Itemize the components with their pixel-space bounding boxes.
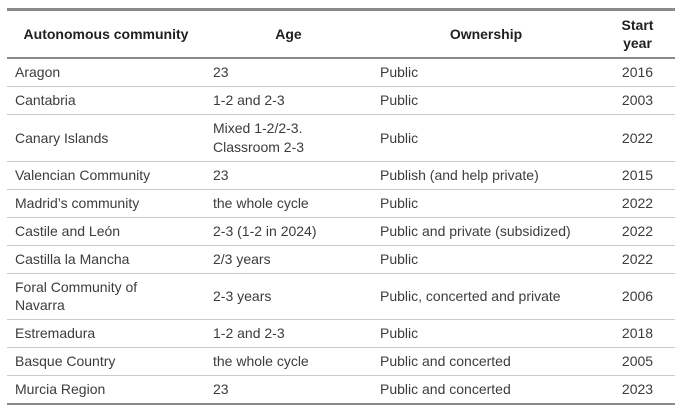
cell-ownership: Publish (and help private)	[372, 160, 600, 190]
cell-community: Aragon	[15, 64, 61, 81]
cell-start-year: 2022	[600, 114, 675, 162]
cell-community: Castile and León	[7, 216, 205, 246]
cell-community: Castilla la Mancha	[7, 244, 205, 273]
cell-ownership: Public, concerted and private	[372, 272, 600, 320]
cell-start-year: 2018	[600, 319, 675, 348]
cell-age: 23	[205, 160, 372, 190]
cell-start-year: 2003	[600, 86, 675, 115]
table-row: Foral Community of Navarra 2-3 years Pub…	[7, 272, 675, 320]
cell-age: 1-2 and 2-3	[205, 86, 372, 115]
source-note: Source. self-made.	[15, 413, 682, 415]
cell-community: Cantabria	[7, 86, 205, 115]
source-label: Source.	[15, 413, 56, 415]
col-header-community: Autonomous community	[7, 9, 205, 60]
cell-start-year: 2022	[600, 244, 675, 273]
cell-community: Madrid’s community	[7, 188, 205, 218]
cell-age: the whole cycle	[205, 347, 372, 376]
col-header-start-year: Start year	[600, 9, 675, 60]
col-header-age: Age	[205, 9, 372, 60]
table-row: Cantabria 1-2 and 2-3 Public 2003	[7, 86, 675, 115]
table-row: Murcia Region 23 Public and concerted 20…	[7, 375, 675, 404]
cell-community: Valencian Community	[7, 160, 205, 190]
cell-start-year: 2015	[600, 160, 675, 190]
table-row: Canary Islands Mixed 1-2/2-3. Classroom …	[7, 114, 675, 162]
cell-age: 23	[205, 375, 372, 404]
cell-start-year: 2016	[621, 64, 654, 81]
communities-table: Autonomous community Age Ownership Start…	[7, 8, 675, 405]
cell-ownership: Public	[372, 244, 600, 273]
cell-community: Murcia Region	[7, 375, 205, 404]
table-row: Castilla la Mancha 2/3 years Public 2022	[7, 244, 675, 273]
table-row: Valencian Community 23 Publish (and help…	[7, 160, 675, 190]
cell-start-year: 2023	[600, 375, 675, 404]
cell-ownership: Public	[372, 86, 600, 115]
cell-community: Estremadura	[7, 319, 205, 348]
table-header: Autonomous community Age Ownership Start…	[7, 9, 675, 60]
cell-ownership: Public	[372, 188, 600, 218]
cell-age: the whole cycle	[205, 188, 372, 218]
cell-start-year: 2006	[600, 272, 675, 320]
cell-community: Foral Community of Navarra	[7, 272, 205, 320]
table-row: Castile and León 2-3 (1-2 in 2024) Publi…	[7, 216, 675, 246]
cell-age: 2-3 years	[205, 272, 372, 320]
cell-ownership: Public	[372, 319, 600, 348]
cell-ownership: Public and private (subsidized)	[372, 216, 600, 246]
cell-ownership: Public	[380, 64, 419, 81]
table-row: Basque Country the whole cycle Public an…	[7, 347, 675, 376]
table-row: Estremadura 1-2 and 2-3 Public 2018	[7, 319, 675, 348]
cell-start-year: 2022	[600, 188, 675, 218]
cell-start-year: 2022	[600, 216, 675, 246]
cell-start-year: 2005	[600, 347, 675, 376]
table-body: Aragon 23 Public 2016 Cantabria 1-2 and …	[7, 58, 675, 404]
cell-ownership: Public	[372, 114, 600, 162]
header-row: Autonomous community Age Ownership Start…	[7, 9, 675, 60]
table-row: Madrid’s community the whole cycle Publi…	[7, 188, 675, 218]
cell-age: 1-2 and 2-3	[205, 319, 372, 348]
source-text: self-made.	[60, 413, 116, 415]
cell-age: 2-3 (1-2 in 2024)	[205, 216, 372, 246]
table-row: Aragon 23 Public 2016	[7, 58, 675, 86]
cell-ownership: Public and concerted	[372, 347, 600, 376]
col-header-ownership: Ownership	[372, 9, 600, 60]
cell-ownership: Public and concerted	[372, 375, 600, 404]
cell-age: 23	[213, 64, 229, 81]
cell-age: Mixed 1-2/2-3. Classroom 2-3	[205, 114, 372, 162]
cell-age: 2/3 years	[205, 244, 372, 273]
cell-community: Canary Islands	[7, 114, 205, 162]
cell-community: Basque Country	[7, 347, 205, 376]
